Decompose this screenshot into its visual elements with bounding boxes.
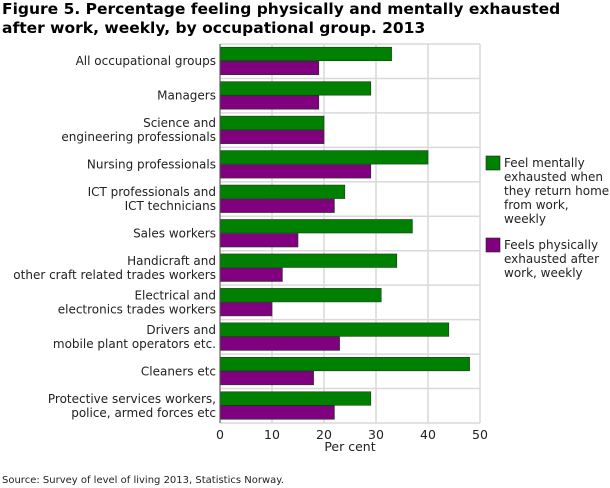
source-note: Source: Survey of level of living 2013, … — [2, 475, 284, 486]
x-tick-label: 40 — [420, 427, 436, 442]
category-label: Science and — [143, 116, 216, 130]
bar — [219, 115, 325, 130]
bar — [219, 405, 335, 420]
category-label: mobile plant operators etc. — [53, 337, 216, 351]
bar — [219, 60, 320, 76]
category-label: Handicraft and — [127, 254, 216, 268]
bar — [219, 198, 335, 213]
x-tick-label: 10 — [264, 427, 280, 442]
bar — [219, 129, 325, 144]
category-label: other craft related trades workers — [13, 268, 216, 282]
x-tick-label: 20 — [316, 427, 332, 442]
legend-label: exhausted when — [504, 170, 603, 184]
bar — [219, 233, 299, 248]
bar — [219, 253, 398, 268]
category-label: police, armed forces etc — [71, 406, 216, 420]
bar — [219, 267, 283, 282]
category-label: Protective services workers, — [48, 392, 216, 406]
category-label: ICT professionals and — [88, 185, 216, 199]
bar — [219, 150, 429, 165]
bar — [219, 336, 340, 351]
bar — [219, 322, 450, 337]
bar — [219, 371, 314, 386]
bar — [219, 219, 413, 234]
bar — [219, 391, 372, 406]
category-label: Electrical and — [134, 288, 216, 302]
x-tick-label: 30 — [368, 427, 384, 442]
bar — [219, 302, 273, 317]
legend-label: weekly — [504, 212, 546, 226]
category-label: electronics trades workers — [58, 302, 216, 316]
x-tick-label: 0 — [216, 427, 224, 442]
category-label: engineering professionals — [61, 130, 216, 144]
category-label: ICT technicians — [125, 199, 216, 213]
legend-label: Feels physically — [504, 238, 598, 252]
bar — [219, 184, 346, 199]
bar — [219, 95, 320, 110]
legend-label: work, weekly — [504, 266, 583, 280]
x-axis-label: Per cent — [324, 439, 375, 454]
legend-label: Feel mentally — [504, 156, 585, 170]
bar — [219, 81, 372, 96]
bar — [219, 164, 372, 179]
legend-swatch — [485, 155, 501, 171]
category-label: Nursing professionals — [87, 158, 216, 172]
category-label: Cleaners etc — [141, 364, 216, 378]
legend-label: exhausted after — [504, 252, 599, 266]
bar — [219, 46, 392, 62]
legend-label: from work, — [504, 198, 569, 212]
category-label: All occupational groups — [76, 54, 216, 68]
bar — [219, 357, 470, 372]
legend-swatch — [485, 237, 501, 253]
category-label: Sales workers — [133, 227, 216, 241]
bar — [219, 288, 382, 303]
x-tick-label: 50 — [472, 427, 488, 442]
legend-label: they return home — [504, 184, 609, 198]
chart-title: Figure 5. Percentage feeling physically … — [2, 0, 561, 37]
category-label: Managers — [157, 89, 216, 103]
category-label: Drivers and — [146, 323, 216, 337]
